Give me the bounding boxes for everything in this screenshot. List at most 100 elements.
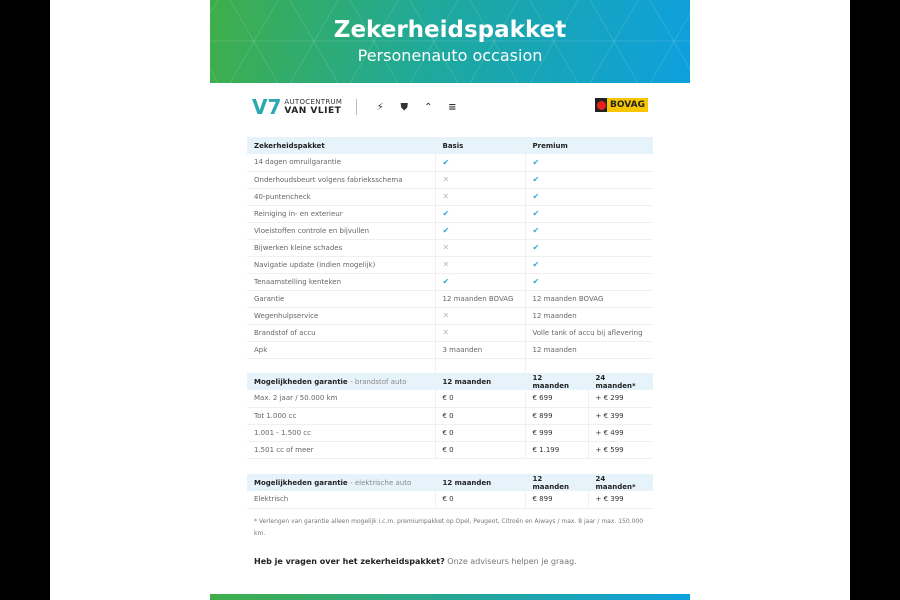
row-label: Reiniging in- en exterieur xyxy=(247,205,435,223)
price-cell: + € 299 xyxy=(587,390,653,408)
table-header-row: Mogelijkheden garantie - brandstof auto 1… xyxy=(247,373,653,390)
table-row: 14 dagen omruilgarantie ✔ ✔ xyxy=(247,154,653,172)
cross-icon: ✕ xyxy=(434,256,525,274)
bovag-logo: BOVAG xyxy=(595,98,648,112)
table-row: 1.501 cc of meer € 0 € 1.199 + € 599 xyxy=(247,441,653,459)
table-row: Brandstof of accu ✕ Volle tank of accu bij… xyxy=(247,324,653,342)
table-cell: 12 maanden xyxy=(524,307,653,325)
check-icon: ✔ xyxy=(524,154,653,172)
triangle-pattern xyxy=(210,0,690,83)
logo-row: V7 AUTOCENTRUM VAN VLIET ⚡ ⛊ ⌃ ≡ xyxy=(252,96,467,118)
row-label: Tot 1.000 cc xyxy=(247,407,435,425)
row-label: Apk xyxy=(247,341,435,359)
column-header: 12 maanden xyxy=(524,474,588,491)
table-row: Onderhoudsbeurt volgens fabrieksschema ✕ ✔ xyxy=(247,171,653,189)
table-cell: 12 maanden BOVAG xyxy=(524,290,653,308)
price-cell: € 0 xyxy=(434,390,525,408)
table-row: Apk 3 maanden 12 maanden xyxy=(247,341,653,359)
table-row: Navigatie update (indien mogelijk) ✕ ✔ xyxy=(247,256,653,274)
price-cell: € 0 xyxy=(434,407,525,425)
column-header: 24 maanden* xyxy=(587,474,653,491)
table-row: Reiniging in- en exterieur ✔ ✔ xyxy=(247,205,653,223)
price-cell: € 0 xyxy=(434,424,525,442)
check-icon: ✔ xyxy=(524,205,653,223)
column-header: Basis xyxy=(434,137,525,154)
price-cell: € 0 xyxy=(434,491,525,509)
column-header: 12 maanden xyxy=(524,373,588,390)
check-icon: ✔ xyxy=(524,171,653,189)
spacer-row xyxy=(247,358,653,376)
dealer-logo: V7 AUTOCENTRUM VAN VLIET xyxy=(252,97,342,117)
peugeot-logo-icon: ⛊ xyxy=(400,101,409,113)
check-icon: ✔ xyxy=(524,222,653,240)
table-row: 40-puntencheck ✕ ✔ xyxy=(247,188,653,206)
header-banner: Zekerheidspakket Personenauto occasion xyxy=(210,0,690,83)
row-label: Tenaamstelling kenteken xyxy=(247,273,435,291)
check-icon: ✔ xyxy=(524,273,653,291)
check-icon: ✔ xyxy=(434,154,525,172)
price-cell: € 899 xyxy=(524,407,588,425)
table-row: Wegenhulpservice ✕ 12 maanden xyxy=(247,307,653,325)
price-cell: € 1.199 xyxy=(524,441,588,459)
bovag-icon xyxy=(595,98,608,112)
document: Zekerheidspakket Personenauto occasion V… xyxy=(210,0,690,600)
question-bold: Heb je vragen over het zekerheidspakket? xyxy=(254,557,445,566)
row-label: 40-puntencheck xyxy=(247,188,435,206)
cross-icon: ✕ xyxy=(434,188,525,206)
fuel-warranty-table: Mogelijkheden garantie - brandstof auto 1… xyxy=(247,373,653,459)
check-icon: ✔ xyxy=(524,256,653,274)
check-icon: ✔ xyxy=(524,188,653,206)
table-row: Tenaamstelling kenteken ✔ ✔ xyxy=(247,273,653,291)
cross-icon: ✕ xyxy=(434,324,525,342)
row-label: Wegenhulpservice xyxy=(247,307,435,325)
column-header: 24 maanden* xyxy=(587,373,653,390)
dealer-name-line1: AUTOCENTRUM xyxy=(284,98,343,106)
column-header: 12 maanden xyxy=(434,474,525,491)
row-label: Brandstof of accu xyxy=(247,324,435,342)
page-title: Zekerheidspakket xyxy=(333,17,567,43)
table-row: 1.001 - 1.500 cc € 0 € 999 + € 499 xyxy=(247,424,653,442)
price-cell: + € 599 xyxy=(587,441,653,459)
citroen-logo-icon: ⌃ xyxy=(424,101,433,113)
check-icon: ✔ xyxy=(434,205,525,223)
row-label: 14 dagen omruilgarantie xyxy=(247,154,435,172)
footnote: * Verlengen van garantie alleen mogelijk… xyxy=(254,518,644,537)
check-icon: ✔ xyxy=(524,239,653,257)
row-label: Elektrisch xyxy=(247,491,435,509)
row-label: Bijwerken kleine schades xyxy=(247,239,435,257)
bovag-text: BOVAG xyxy=(607,98,648,112)
column-header: Premium xyxy=(524,137,653,154)
price-cell: € 999 xyxy=(524,424,588,442)
row-label: Onderhoudsbeurt volgens fabrieksschema xyxy=(247,171,435,189)
table-row: Elektrisch € 0 € 899 + € 399 xyxy=(247,491,653,509)
check-icon: ✔ xyxy=(434,222,525,240)
table-header-row: Zekerheidspakket Basis Premium xyxy=(247,137,653,154)
cross-icon: ✕ xyxy=(434,239,525,257)
row-label: 1.001 - 1.500 cc xyxy=(247,424,435,442)
table-header-row: Mogelijkheden garantie - elektrische aut… xyxy=(247,474,653,491)
table-row: Vloeistoffen controle en bijvullen ✔ ✔ xyxy=(247,222,653,240)
table-row: Tot 1.000 cc € 0 € 899 + € 399 xyxy=(247,407,653,425)
price-cell: + € 399 xyxy=(587,491,653,509)
footer-bar xyxy=(210,594,690,600)
table-cell: 3 maanden xyxy=(434,341,525,359)
column-header: Zekerheidspakket xyxy=(247,137,435,154)
column-header: 12 maanden xyxy=(434,373,525,390)
dealer-mark-icon: V7 xyxy=(252,95,282,119)
column-header: Mogelijkheden garantie - brandstof auto xyxy=(247,373,435,390)
table-row: Bijwerken kleine schades ✕ ✔ xyxy=(247,239,653,257)
question-rest: Onze adviseurs helpen je graag. xyxy=(444,557,577,566)
aiways-logo-icon: ≡ xyxy=(448,101,457,113)
table-cell: 12 maanden xyxy=(524,341,653,359)
row-label: Max. 2 jaar / 50.000 km xyxy=(247,390,435,408)
price-cell: € 0 xyxy=(434,441,525,459)
price-cell: + € 499 xyxy=(587,424,653,442)
row-label: 1.501 cc of meer xyxy=(247,441,435,459)
check-icon: ✔ xyxy=(434,273,525,291)
column-header: Mogelijkheden garantie - elektrische aut… xyxy=(247,474,435,491)
table-cell: Volle tank of accu bij aflevering xyxy=(524,324,653,342)
price-cell: + € 399 xyxy=(587,407,653,425)
dealer-name-line2: VAN VLIET xyxy=(284,106,342,116)
cross-icon: ✕ xyxy=(434,307,525,325)
row-label: Vloeistoffen controle en bijvullen xyxy=(247,222,435,240)
